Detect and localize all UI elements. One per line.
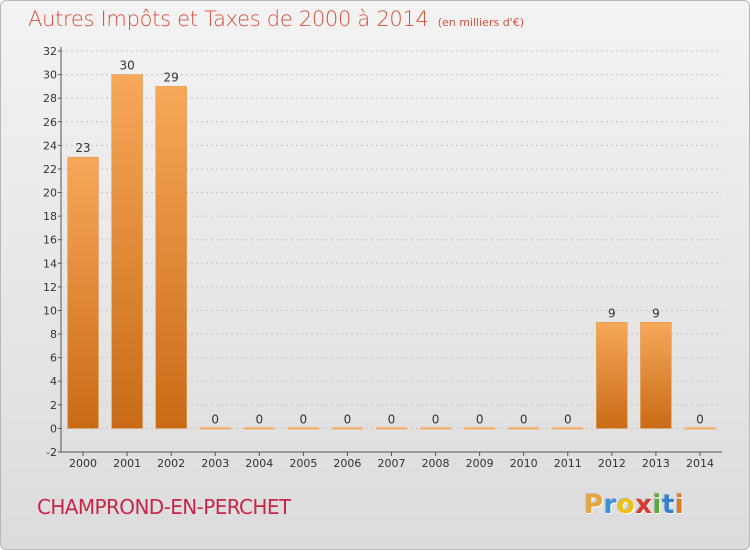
x-tick-label: 2010 [510,457,538,470]
bars [67,74,716,430]
logo-letter: r [603,490,617,520]
data-label: 0 [300,412,308,426]
bar[interactable] [332,427,363,430]
x-tick-labels: 2000 2001 2002 2003 2004 2005 2006 2007 2008 2009… [69,457,714,470]
data-label: 0 [432,412,440,426]
y-tick-label: 28 [43,92,57,105]
chart-subtitle: (en milliers d'€) [437,16,524,29]
bar[interactable] [376,427,407,430]
data-label: 0 [520,412,528,426]
bar[interactable] [596,322,628,429]
y-tick-label: 24 [43,139,57,152]
y-tick-label: 30 [43,69,57,82]
x-tick-label: 2011 [554,457,582,470]
data-label: 23 [75,141,90,155]
y-tick-label: 12 [43,281,57,294]
bar[interactable] [243,427,275,430]
data-labels: 23 30 29 0 0 0 0 0 0 0 0 0 9 9 0 [75,59,703,427]
y-tick-label: 20 [43,187,57,200]
y-tick-label: 4 [50,375,57,388]
bar[interactable] [67,156,99,429]
bar[interactable] [508,427,540,430]
x-tick-label: 2008 [422,457,450,470]
x-tick-label: 2003 [201,457,229,470]
logo-letter: x [635,490,653,520]
y-tick-label: 0 [50,422,57,435]
data-label: 30 [119,59,134,73]
y-tick-label: 10 [43,304,57,317]
data-label: 0 [255,412,263,426]
x-tick-label: 2000 [69,457,97,470]
y-tick-label: 26 [43,116,57,129]
chart-title: Autres Impôts et Taxes de 2000 à 2014 [28,7,429,31]
data-label: 0 [476,412,484,426]
x-tick-label: 2012 [598,457,626,470]
x-tick-label: 2007 [378,457,406,470]
logo-letter: i [674,490,685,520]
y-tick-label: 22 [43,163,57,176]
y-tick-label: -2 [46,446,57,459]
y-tick-label: 32 [43,45,57,58]
bar[interactable] [111,74,143,429]
data-label: 0 [696,412,704,426]
logo-letter: t [661,490,675,520]
bar[interactable] [640,322,672,429]
x-tick-label: 2001 [113,457,141,470]
data-label: 9 [608,306,616,320]
bar[interactable] [420,427,451,430]
y-tick-label: 14 [43,257,57,270]
y-tick-label: 6 [50,352,57,365]
data-label: 0 [211,412,219,426]
bar[interactable] [199,427,231,430]
title-row: Autres Impôts et Taxes de 2000 à 2014 (e… [28,7,524,31]
bar[interactable] [155,86,187,429]
axes [58,47,722,456]
x-tick-label: 2005 [289,457,317,470]
x-tick-label: 2014 [686,457,714,470]
x-tick-label: 2009 [466,457,494,470]
data-label: 0 [388,412,396,426]
logo-letter: o [616,490,636,520]
bar[interactable] [287,427,319,430]
x-tick-label: 2013 [642,457,670,470]
data-label: 9 [652,306,660,320]
y-tick-label: 8 [50,328,57,341]
y-tick-label: 18 [43,210,57,223]
data-label: 0 [564,412,572,426]
y-tick-label: 2 [50,399,57,412]
logo-letter: i [652,490,662,520]
data-label: 29 [164,70,179,84]
x-tick-label: 2006 [333,457,361,470]
bar[interactable] [552,427,584,430]
proxiti-logo[interactable]: Proxiti [584,490,684,520]
data-label: 0 [344,412,352,426]
x-tick-label: 2002 [157,457,185,470]
x-tick-label: 2004 [245,457,273,470]
commune-name: CHAMPROND-EN-PERCHET [37,495,291,519]
bar[interactable] [684,427,716,430]
logo-letter: P [584,490,604,520]
y-tick-label: 16 [43,234,57,247]
bar[interactable] [464,427,496,430]
